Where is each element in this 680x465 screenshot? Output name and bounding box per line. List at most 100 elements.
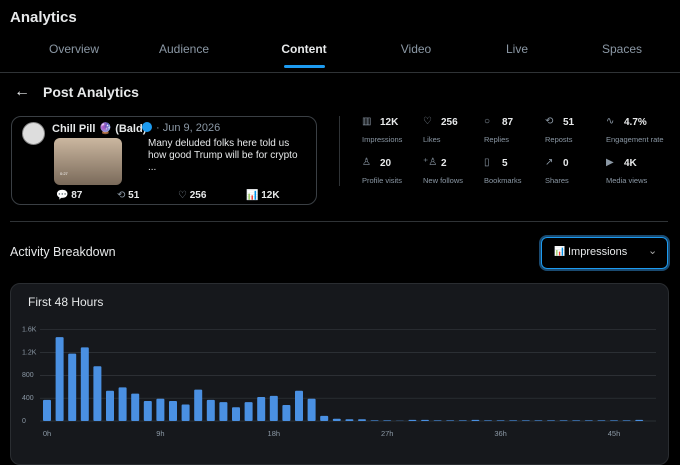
post-date: · Jun 9, 2026 <box>156 122 220 134</box>
metric-label: Engagement rate <box>606 135 664 144</box>
tab[interactable]: Video <box>401 42 431 56</box>
post-reposts: 51 <box>128 190 139 201</box>
metric-icon: ▶ <box>606 157 614 168</box>
bar <box>623 420 631 421</box>
x-tick-label: 27h <box>381 429 394 438</box>
y-tick-label: 0 <box>22 418 26 425</box>
tab[interactable]: Spaces <box>602 42 642 56</box>
tab[interactable]: Live <box>506 42 528 56</box>
divider <box>339 116 340 186</box>
metric-label: Bookmarks <box>484 176 522 185</box>
metric-label: Shares <box>545 176 569 185</box>
y-tick-label: 800 <box>22 372 34 379</box>
bar <box>522 420 530 421</box>
bar <box>434 420 442 421</box>
bar <box>43 400 51 421</box>
chart-title: First 48 Hours <box>28 295 103 309</box>
bar <box>156 399 164 421</box>
bar <box>68 354 76 421</box>
metric-label: Media views <box>606 176 647 185</box>
bar <box>497 420 505 421</box>
bar <box>282 405 290 421</box>
video-time: 0:27 <box>60 171 68 176</box>
bar <box>471 420 479 421</box>
x-tick-label: 45h <box>608 429 621 438</box>
tab[interactable]: Content <box>281 42 326 56</box>
metric-icon: ⟲ <box>545 116 553 127</box>
metric-icon: ♙ <box>362 157 371 168</box>
tab[interactable]: Audience <box>159 42 209 56</box>
bar <box>635 420 643 421</box>
bar <box>131 394 139 421</box>
bar <box>169 401 177 421</box>
back-button[interactable]: ← <box>14 83 30 101</box>
bar <box>560 420 568 421</box>
metric-label: New follows <box>423 176 463 185</box>
metric-value: 0 <box>563 158 569 169</box>
bar <box>358 419 366 421</box>
bar <box>245 402 253 421</box>
x-tick-label: 9h <box>156 429 164 438</box>
metric-icon: ▥ <box>362 116 371 127</box>
metric-label: Impressions <box>362 135 402 144</box>
bar <box>371 420 379 421</box>
divider <box>0 72 680 73</box>
tab[interactable]: Overview <box>49 42 99 56</box>
header-title: Analytics <box>10 9 77 26</box>
page: Analytics Overview Audience Content Video Li… <box>0 0 680 453</box>
metric: ○ 87 Replies <box>484 117 544 147</box>
bar <box>308 399 316 421</box>
metric: ▶ 4K Media views <box>606 158 666 188</box>
bar <box>585 420 593 421</box>
metric-value: 51 <box>563 117 574 128</box>
bar <box>144 401 152 421</box>
y-tick-label: 400 <box>22 395 34 402</box>
metric-icon: ∿ <box>606 116 614 127</box>
divider <box>10 221 668 222</box>
bar <box>484 420 492 421</box>
metric-value: 12K <box>380 117 398 128</box>
metric: ▥ 12K Impressions <box>362 117 422 147</box>
bar <box>232 407 240 421</box>
metric-label: Replies <box>484 135 509 144</box>
bar <box>383 420 391 421</box>
bar <box>333 419 341 421</box>
bar <box>119 387 127 421</box>
x-tick-label: 18h <box>268 429 281 438</box>
dropdown-value: Impressions <box>568 246 627 258</box>
metric-value: 4K <box>624 158 637 169</box>
avatar <box>22 122 45 145</box>
metric-value: 20 <box>380 158 391 169</box>
bar <box>257 397 265 421</box>
metric-icon: ○ <box>484 116 490 127</box>
bar <box>320 416 328 421</box>
y-tick-label: 1.2K <box>22 349 37 356</box>
metric-icon: ♡ <box>423 116 432 127</box>
metric-value: 5 <box>502 158 508 169</box>
bar <box>408 420 416 421</box>
x-tick-label: 36h <box>494 429 507 438</box>
post-likes: 256 <box>190 190 207 201</box>
bar <box>597 420 605 421</box>
metric-dropdown[interactable]: 📊 Impressions ⌄ <box>541 237 668 269</box>
metric-value: 2 <box>441 158 447 169</box>
bar <box>295 391 303 421</box>
metric-value: 87 <box>502 117 513 128</box>
metric-value: 256 <box>441 117 458 128</box>
metric-value: 4.7% <box>624 117 647 128</box>
bar <box>194 390 202 421</box>
bar <box>610 420 618 421</box>
page-title: Post Analytics <box>43 84 139 100</box>
bar <box>93 366 101 421</box>
tab-indicator <box>284 65 325 68</box>
bar <box>446 420 454 421</box>
metric-icon: ▯ <box>484 157 490 168</box>
bar <box>345 419 353 421</box>
bar <box>572 420 580 421</box>
bar <box>106 391 114 421</box>
